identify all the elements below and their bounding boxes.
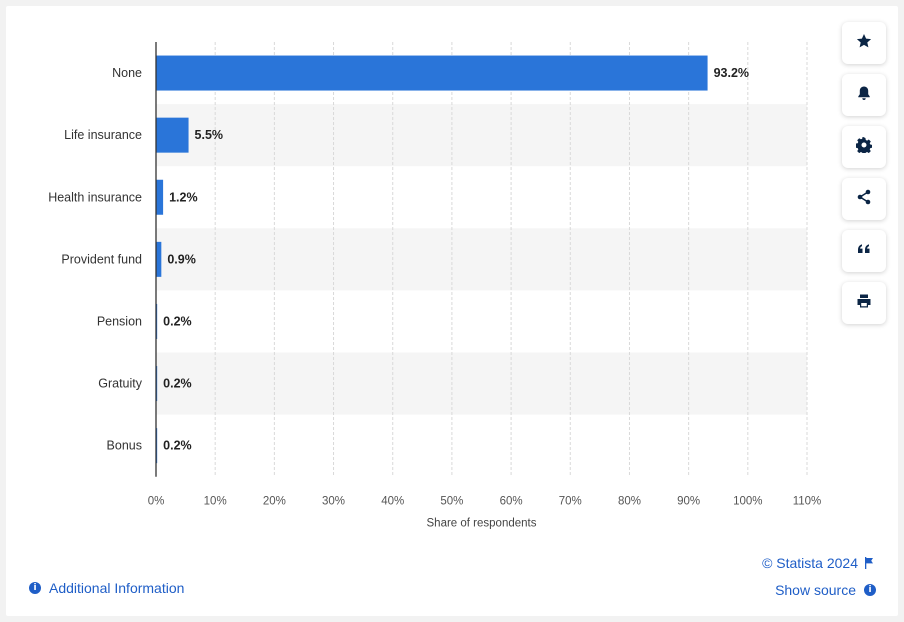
value-label: 0.9% (167, 252, 196, 266)
x-tick-label: 60% (500, 496, 523, 508)
x-axis-title: Share of respondents (427, 518, 537, 530)
cite-button[interactable] (842, 230, 886, 272)
print-button[interactable] (842, 282, 886, 324)
info-icon: i (29, 582, 41, 594)
x-tick-label: 40% (381, 496, 404, 508)
share-button[interactable] (842, 178, 886, 220)
category-label: Provident fund (61, 252, 142, 266)
x-tick-label: 80% (618, 496, 641, 508)
additional-information-link[interactable]: i Additional Information (29, 580, 184, 596)
category-label: Life insurance (64, 128, 142, 142)
x-tick-label: 100% (733, 496, 762, 508)
x-tick-label: 20% (263, 496, 286, 508)
additional-information-label: Additional Information (49, 580, 185, 596)
category-label: Health insurance (48, 190, 142, 204)
flag-icon (864, 557, 874, 569)
share-icon (856, 189, 872, 210)
category-label: None (112, 66, 142, 80)
bar (156, 55, 708, 91)
notification-button[interactable] (842, 74, 886, 116)
x-tick-label: 70% (559, 496, 582, 508)
x-tick-label: 0% (148, 496, 165, 508)
bar (156, 117, 189, 153)
x-tick-label: 10% (204, 496, 227, 508)
favorite-button[interactable] (842, 22, 886, 64)
bar (156, 241, 162, 277)
value-label: 1.2% (169, 190, 198, 204)
print-icon (856, 293, 872, 314)
copyright[interactable]: © Statista 2024 (762, 555, 874, 571)
row-band (156, 104, 807, 167)
value-label: 0.2% (163, 314, 192, 328)
copyright-text[interactable]: © Statista 2024 (762, 555, 858, 571)
value-label: 0.2% (163, 439, 192, 453)
row-band (156, 228, 807, 291)
show-source-link[interactable]: Show source i (775, 582, 876, 598)
category-label: Pension (97, 314, 142, 328)
x-tick-label: 90% (677, 496, 700, 508)
star-icon (856, 33, 872, 54)
category-label: Gratuity (98, 377, 143, 391)
settings-button[interactable] (842, 126, 886, 168)
x-tick-label: 110% (793, 496, 822, 508)
x-tick-label: 30% (322, 496, 345, 508)
x-tick-label: 50% (440, 496, 463, 508)
value-label: 0.2% (163, 377, 192, 391)
bar-chart: None 93.2% Life insurance 5.5% Health insura… (48, 42, 822, 530)
info-icon: i (864, 584, 876, 596)
bar (156, 179, 164, 215)
quote-icon (856, 241, 872, 262)
row-band (156, 352, 807, 415)
value-label: 5.5% (195, 128, 224, 142)
chart-card: None 93.2% Life insurance 5.5% Health insura… (6, 6, 898, 616)
bell-icon (856, 85, 872, 106)
show-source-label: Show source (775, 582, 856, 598)
category-label: Bonus (107, 439, 142, 453)
value-label: 93.2% (714, 66, 749, 80)
gear-icon (855, 136, 873, 158)
